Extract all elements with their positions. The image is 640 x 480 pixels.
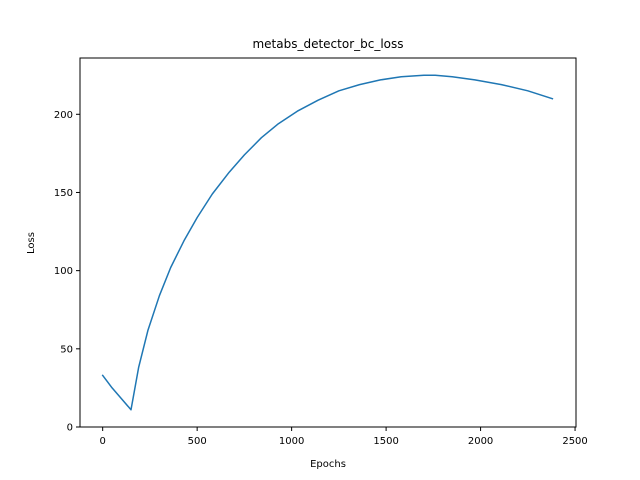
x-axis: 0 500 1000 1500 2000 2500 (99, 427, 588, 447)
chart-title: metabs_detector_bc_loss (252, 37, 403, 51)
y-tick-label: 0 (67, 423, 73, 434)
x-tick-label: 0 (99, 436, 105, 447)
y-tick-label: 200 (54, 110, 73, 121)
x-tick-label: 1500 (373, 436, 398, 447)
x-tick-label: 2500 (562, 436, 587, 447)
x-tick-label: 2000 (468, 436, 493, 447)
y-tick-label: 100 (54, 266, 73, 277)
y-tick-label: 50 (60, 344, 73, 355)
x-tick-label: 1000 (279, 436, 304, 447)
y-axis: 0 50 100 150 200 (54, 110, 80, 434)
y-axis-label: Loss (26, 232, 37, 254)
plot-area (101, 74, 554, 411)
x-axis-label: Epochs (310, 459, 346, 470)
series-line (101, 74, 554, 411)
y-tick-label: 150 (54, 188, 73, 199)
axes-frame (79, 57, 577, 428)
x-tick-label: 500 (188, 436, 207, 447)
